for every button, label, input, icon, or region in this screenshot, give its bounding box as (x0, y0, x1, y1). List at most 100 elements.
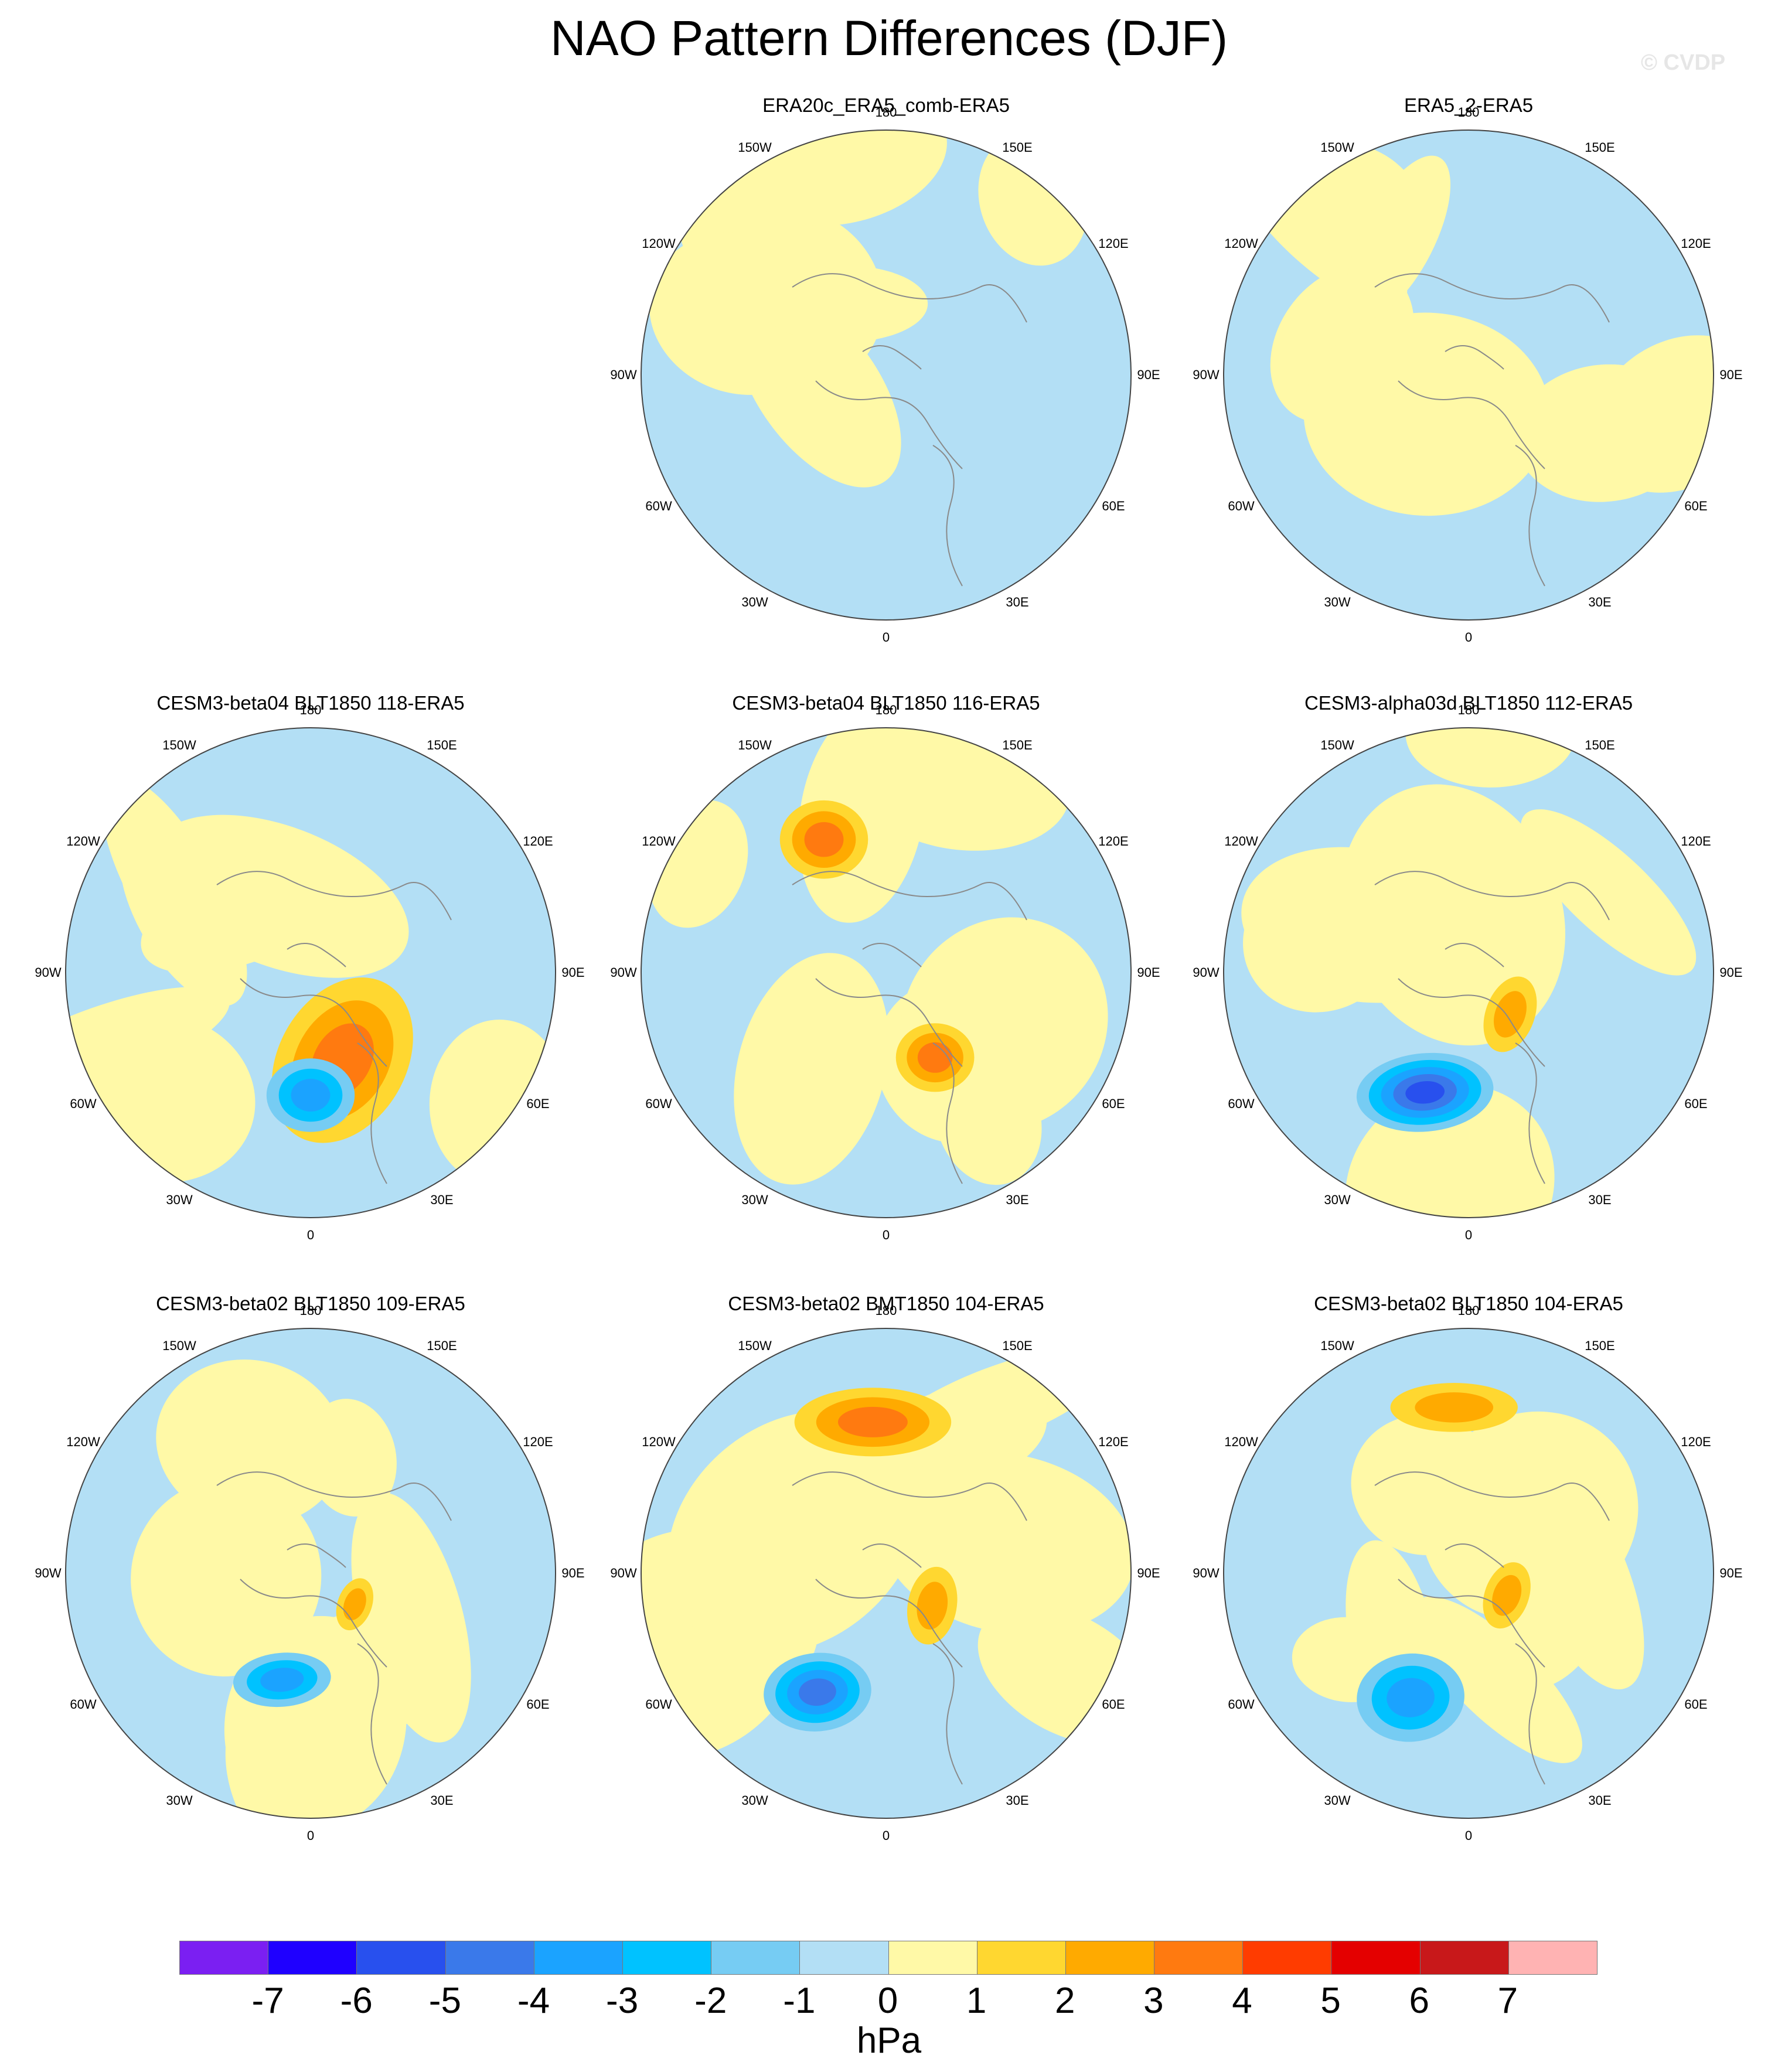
map-boundary (1223, 1328, 1714, 1819)
coastlines (792, 871, 1027, 1184)
longitude-label: 30E (1588, 594, 1612, 609)
longitude-label: 180 (1457, 703, 1480, 717)
longitude-label: 0 (1464, 1828, 1473, 1843)
longitude-label: 90E (561, 1566, 585, 1580)
longitude-label: 150W (162, 738, 196, 753)
colorbar-tick-label: 2 (1055, 1981, 1075, 2021)
colorbar-tick-label: -6 (340, 1981, 373, 2021)
polar-map (65, 1328, 556, 1819)
weak-positive-region (759, 265, 928, 343)
coastlines (1374, 273, 1610, 587)
map-panel: CESM3-beta02 BLT1850 104-ERA5 180 150E 120E… (1176, 1292, 1762, 1855)
longitude-label: 30W (1324, 1792, 1351, 1808)
longitude-label: 30W (1324, 1192, 1351, 1207)
polar-map (65, 727, 556, 1218)
map-boundary (641, 1328, 1132, 1819)
longitude-label: 30E (430, 1792, 454, 1808)
positive-anomaly-contour (837, 1406, 908, 1437)
panel-title: ERA5_2-ERA5 (1404, 94, 1534, 116)
colorbar-swatch (711, 1941, 801, 1974)
colorbar-swatch (977, 1941, 1066, 1974)
longitude-label: 30W (741, 594, 768, 609)
longitude-label: 150E (1585, 140, 1615, 155)
colorbar (179, 1941, 1598, 1975)
longitude-label: 0 (882, 630, 890, 645)
coastlines (216, 1471, 452, 1785)
longitude-label: 150W (1320, 738, 1354, 753)
map-panel: CESM3-beta02 BMT1850 104-ERA5 180 150E 120E… (593, 1292, 1179, 1855)
longitude-label: 120E (1681, 236, 1711, 251)
longitude-label: 180 (299, 1303, 322, 1318)
longitude-label: 60W (1228, 1697, 1255, 1712)
positive-anomaly-contour (1493, 991, 1527, 1038)
positive-anomaly-contour (804, 822, 844, 857)
longitude-label: 60E (1102, 499, 1125, 513)
longitude-label: 0 (306, 1228, 315, 1242)
longitude-label: 30W (741, 1792, 768, 1808)
colorbar-swatch (268, 1941, 357, 1974)
longitude-label: 90E (1719, 367, 1743, 382)
longitude-label: 30E (1588, 1192, 1612, 1207)
longitude-label: 180 (875, 1303, 897, 1318)
longitude-label: 120W (66, 834, 100, 848)
longitude-label: 30W (166, 1192, 193, 1207)
colorbar-swatch (1065, 1941, 1155, 1974)
panel-title: CESM3-beta04 BLT1850 116-ERA5 (732, 692, 1040, 714)
colorbar-tick-label: -5 (428, 1981, 461, 2021)
longitude-label: 30E (1588, 1792, 1612, 1808)
panel-title: CESM3-alpha03d BLT1850 112-ERA5 (1304, 692, 1633, 714)
colorbar-swatch (1508, 1941, 1597, 1974)
weak-positive-region (1345, 1084, 1555, 1218)
longitude-label: 150W (738, 140, 772, 155)
weak-positive-region (1411, 1596, 1582, 1763)
longitude-label: 90E (1137, 1566, 1160, 1580)
longitude-label: 60E (1684, 1096, 1708, 1111)
weak-positive-region (1515, 364, 1694, 502)
longitude-label: 120E (1681, 834, 1711, 848)
longitude-label: 120W (1224, 1434, 1258, 1449)
colorbar-swatch (180, 1941, 269, 1974)
longitude-label: 120W (1224, 834, 1258, 848)
colorbar-swatch (622, 1941, 712, 1974)
colorbar-tick-label: -2 (694, 1981, 727, 2021)
longitude-label: 60E (1684, 499, 1708, 513)
colorbar-swatch (800, 1941, 889, 1974)
longitude-label: 180 (299, 703, 322, 717)
weak-positive-region (1405, 728, 1576, 788)
colorbar-tick-label: 4 (1232, 1981, 1252, 2021)
polar-map (641, 130, 1132, 621)
longitude-label: 180 (1457, 1303, 1480, 1318)
panel-title: CESM3-beta02 BMT1850 104-ERA5 (728, 1293, 1044, 1314)
longitude-label: 180 (875, 105, 897, 120)
polar-map (1223, 1328, 1714, 1819)
colorbar-units: hPa (856, 2020, 922, 2061)
longitude-label: 120W (642, 834, 676, 848)
weak-positive-region (1244, 896, 1347, 986)
longitude-label: 0 (306, 1828, 315, 1843)
longitude-label: 90W (1193, 965, 1220, 980)
map-boundary (1223, 727, 1714, 1218)
longitude-label: 150W (162, 1338, 196, 1354)
longitude-label: 120W (66, 1434, 100, 1449)
longitude-label: 150E (1585, 1338, 1615, 1354)
map-boundary (1223, 130, 1714, 621)
weak-positive-region (120, 830, 247, 1006)
longitude-label: 120E (1098, 236, 1129, 251)
weak-positive-region (734, 953, 889, 1185)
longitude-label: 120W (1224, 236, 1258, 251)
coastlines (1374, 1471, 1610, 1785)
map-panel: CESM3-beta04 BLT1850 116-ERA5 180 150E 120E… (593, 691, 1179, 1254)
longitude-label: 60E (1102, 1096, 1125, 1111)
colorbar-tick-label: 1 (966, 1981, 987, 2021)
map-boundary (641, 727, 1132, 1218)
negative-anomaly-contour (291, 1079, 331, 1112)
longitude-label: 60E (1102, 1697, 1125, 1712)
longitude-label: 0 (882, 1828, 890, 1843)
longitude-label: 30E (1006, 1192, 1029, 1207)
longitude-label: 120E (1681, 1434, 1711, 1449)
longitude-label: 150E (427, 1338, 457, 1354)
positive-anomaly-contour (917, 1582, 948, 1630)
longitude-label: 60E (1684, 1697, 1708, 1712)
coastlines (216, 871, 452, 1184)
longitude-label: 180 (875, 703, 897, 717)
